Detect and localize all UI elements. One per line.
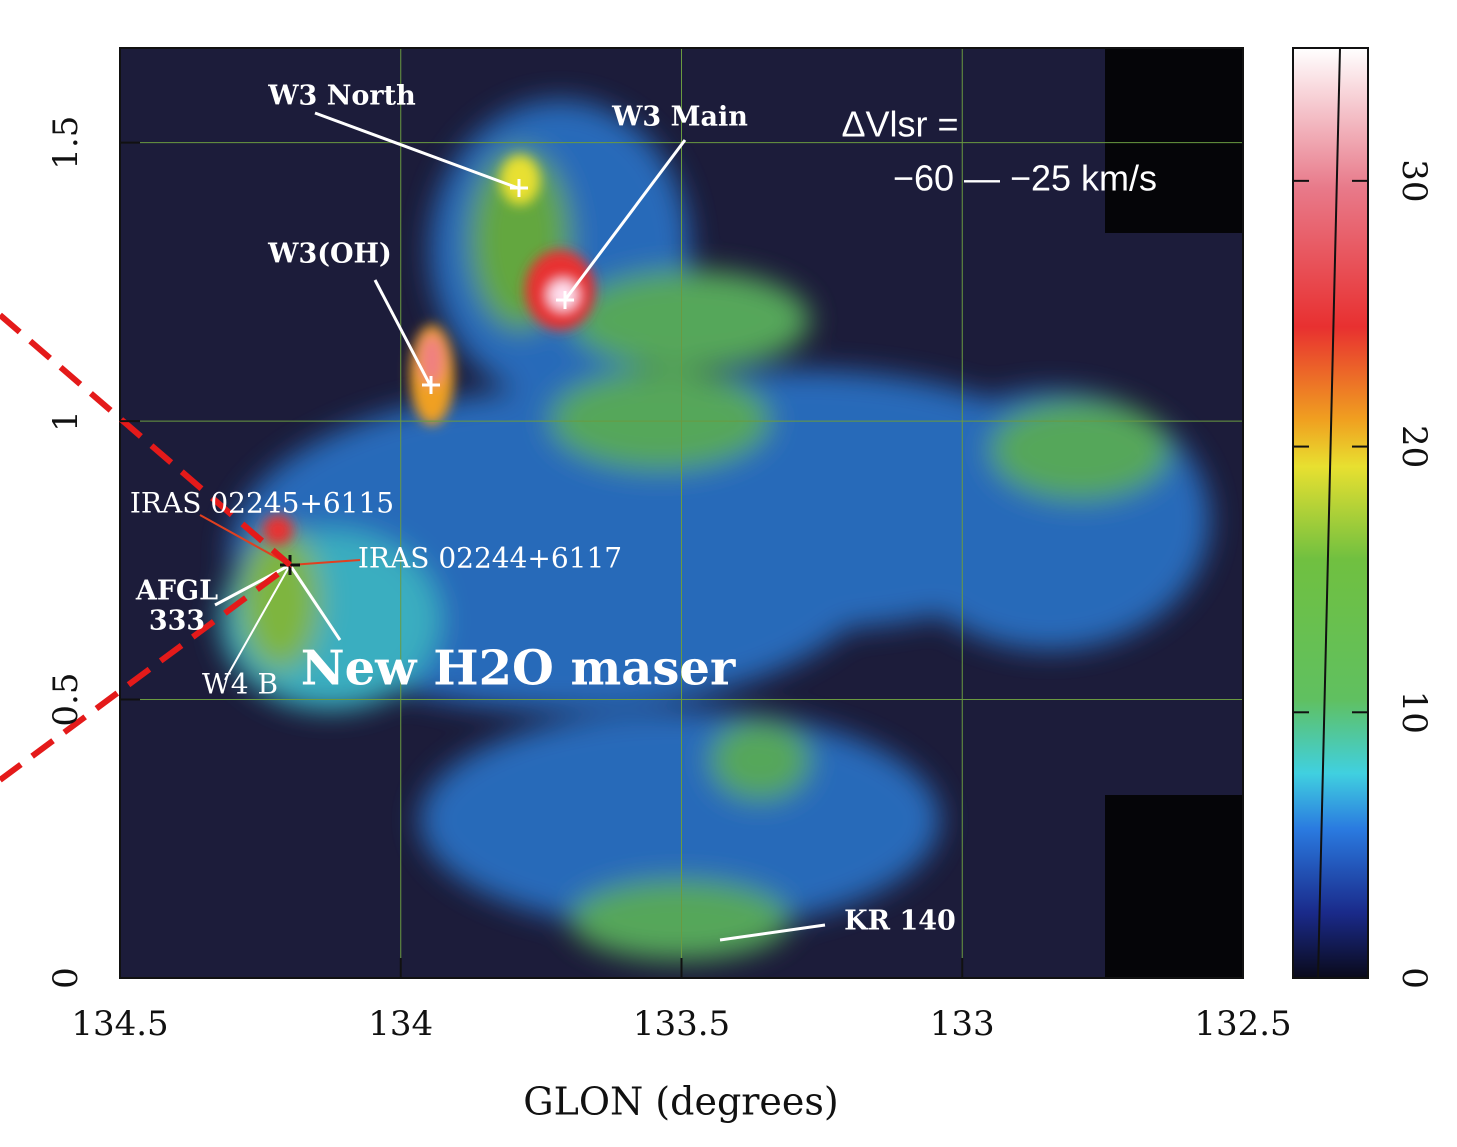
- colorbar-tick-label: 30: [1394, 159, 1434, 202]
- annotation: W3(OH): [267, 239, 392, 270]
- annotation: −60 — −25 km/s: [893, 158, 1157, 199]
- y-tick-label: 0.5: [46, 673, 86, 727]
- x-tick-label: 133.5: [633, 1004, 730, 1044]
- annotation: AFGL: [135, 576, 218, 607]
- colorbar-tick-label: 10: [1394, 691, 1434, 734]
- annotation: W3 North: [267, 81, 416, 112]
- x-axis-label: GLON (degrees): [523, 1080, 839, 1124]
- annotation: ΔVlsr =: [841, 104, 958, 145]
- annotation: W3 Main: [611, 102, 748, 133]
- x-tick-label: 134.5: [71, 1004, 168, 1044]
- y-tick-label: 0: [46, 967, 86, 989]
- annotation: New H2O maser: [301, 641, 736, 697]
- colorbar: [1293, 48, 1368, 978]
- annotation: IRAS 02244+6117: [358, 542, 622, 575]
- y-tick-label: 1: [46, 410, 86, 432]
- annotation: KR 140: [844, 906, 956, 937]
- annotation: W4 B: [202, 668, 278, 701]
- annotation: IRAS 02245+6115: [130, 487, 394, 520]
- figure: GLON (degrees) 134.5 134 133.5 133 132.5 0 0.5…: [0, 0, 1457, 1143]
- x-tick-label: 134: [368, 1004, 433, 1044]
- colorbar-tick-label: 20: [1394, 425, 1434, 468]
- colorbar-tick-label: 0: [1394, 967, 1434, 989]
- x-tick-label: 132.5: [1194, 1004, 1291, 1044]
- y-tick-label: 1.5: [46, 116, 86, 170]
- x-tick-label: 133: [930, 1004, 995, 1044]
- annotation: 333: [149, 606, 205, 637]
